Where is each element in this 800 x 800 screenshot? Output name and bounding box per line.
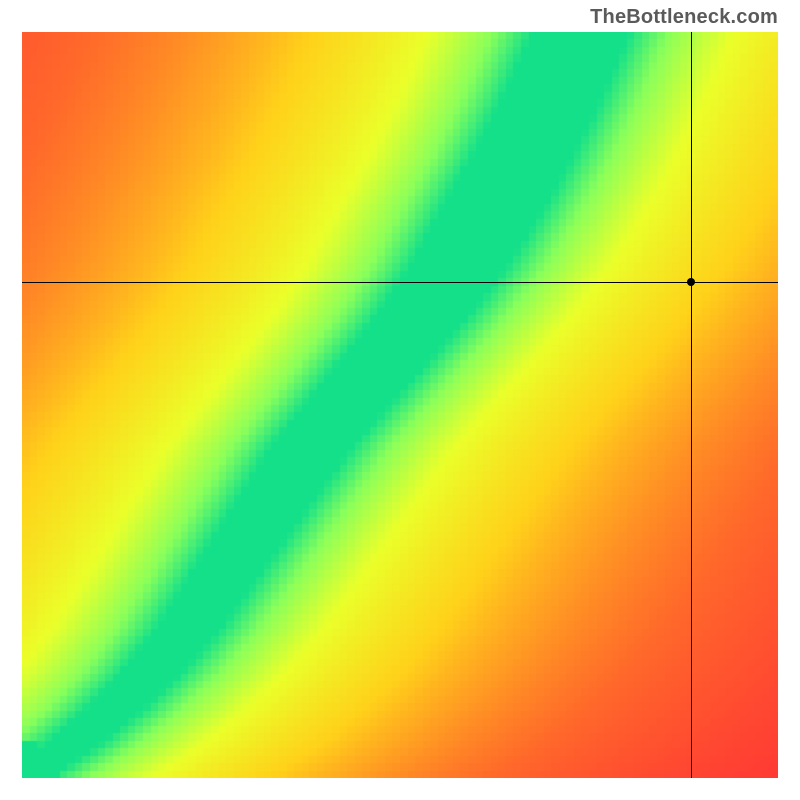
- heatmap-canvas: [22, 32, 778, 778]
- crosshair-horizontal: [22, 282, 778, 283]
- watermark-text: TheBottleneck.com: [590, 6, 778, 29]
- heatmap-chart: [22, 32, 778, 778]
- crosshair-vertical: [691, 32, 692, 778]
- crosshair-marker-dot: [687, 278, 695, 286]
